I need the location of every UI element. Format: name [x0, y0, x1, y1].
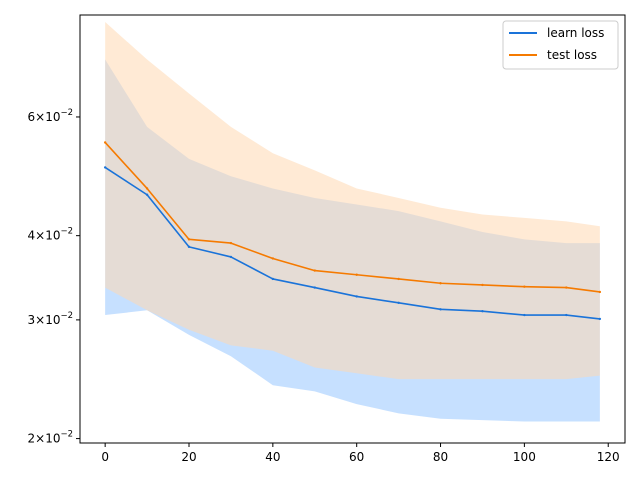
learn-loss-point [598, 317, 602, 321]
learn-loss-point [355, 295, 358, 298]
learn-loss-point [187, 245, 191, 249]
test-loss-point [145, 187, 149, 190]
test-loss-point [355, 273, 358, 276]
legend-label-learn-loss: learn loss [547, 26, 604, 40]
y-tick-label: 2×10−2 [28, 430, 74, 446]
y-tick-label: 3×10−2 [28, 311, 74, 327]
x-tick-label: 120 [597, 450, 620, 464]
learn-loss-point [397, 301, 400, 305]
test-loss-point [229, 241, 233, 245]
learn-loss-point [481, 310, 484, 313]
test-loss-band [105, 21, 600, 380]
x-tick-label: 80 [433, 450, 448, 464]
test-loss-point [397, 277, 400, 281]
test-loss-point [565, 286, 568, 289]
learn-loss-point [439, 308, 442, 311]
test-loss-point [598, 290, 602, 294]
learn-loss-point [313, 286, 316, 289]
test-loss-point [271, 257, 275, 260]
legend-label-test-loss: test loss [547, 48, 597, 62]
y-tick-label: 6×10−2 [28, 108, 74, 124]
plot-frame [79, 14, 626, 444]
x-tick-label: 20 [181, 450, 196, 464]
x-tick-label: 40 [265, 450, 280, 464]
test-loss-point [481, 283, 484, 287]
learn-loss-point [523, 313, 526, 317]
y-tick-label: 4×10−2 [28, 227, 74, 243]
learn-loss-point [145, 193, 149, 196]
legend: learn loss test loss [502, 20, 619, 70]
test-loss-point [103, 141, 107, 144]
learn-loss-point [229, 255, 233, 259]
learn-loss-point [271, 277, 275, 281]
x-tick-label: 60 [349, 450, 364, 464]
test-loss-point [523, 285, 526, 288]
series-lines [103, 141, 602, 321]
confidence-bands [105, 21, 600, 422]
test-loss-point [439, 282, 442, 285]
learn-loss-point [103, 166, 107, 169]
learn-loss-point [565, 313, 568, 317]
test-loss-point [187, 238, 191, 241]
test-loss-point [313, 269, 316, 272]
y-axis: 2×10−2 3×10−2 4×10−2 6×10−2 [28, 108, 80, 446]
x-tick-label: 100 [513, 450, 536, 464]
x-tick-label: 0 [101, 450, 109, 464]
x-axis: 0 20 40 60 80 100 120 [101, 443, 620, 464]
